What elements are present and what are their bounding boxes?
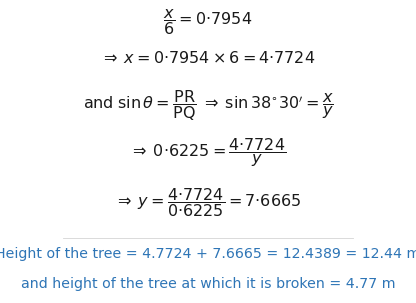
Text: $\text{and}\;\sin\theta = \dfrac{\text{PR}}{\text{PQ}}\;\Rightarrow\;\sin 38^{\c: $\text{and}\;\sin\theta = \dfrac{\text{P… <box>83 88 333 123</box>
Text: Height of the tree = 4.7724 + 7.6665 = 12.4389 = 12.44 m: Height of the tree = 4.7724 + 7.6665 = 1… <box>0 247 416 261</box>
Text: $\dfrac{x}{6} = 0{\cdot}7954$: $\dfrac{x}{6} = 0{\cdot}7954$ <box>163 7 253 37</box>
Text: $\Rightarrow\;x = 0{\cdot}7954 \times 6 = 4{\cdot}7724$: $\Rightarrow\;x = 0{\cdot}7954 \times 6 … <box>100 50 316 66</box>
Text: $\Rightarrow\;y = \dfrac{4{\cdot}7724}{0{\cdot}6225} = 7{\cdot}6665$: $\Rightarrow\;y = \dfrac{4{\cdot}7724}{0… <box>114 185 302 218</box>
Text: and height of the tree at which it is broken = 4.77 m: and height of the tree at which it is br… <box>21 277 395 291</box>
Text: $\Rightarrow\;0{\cdot}6225 = \dfrac{4{\cdot}7724}{y}$: $\Rightarrow\;0{\cdot}6225 = \dfrac{4{\c… <box>129 136 287 169</box>
